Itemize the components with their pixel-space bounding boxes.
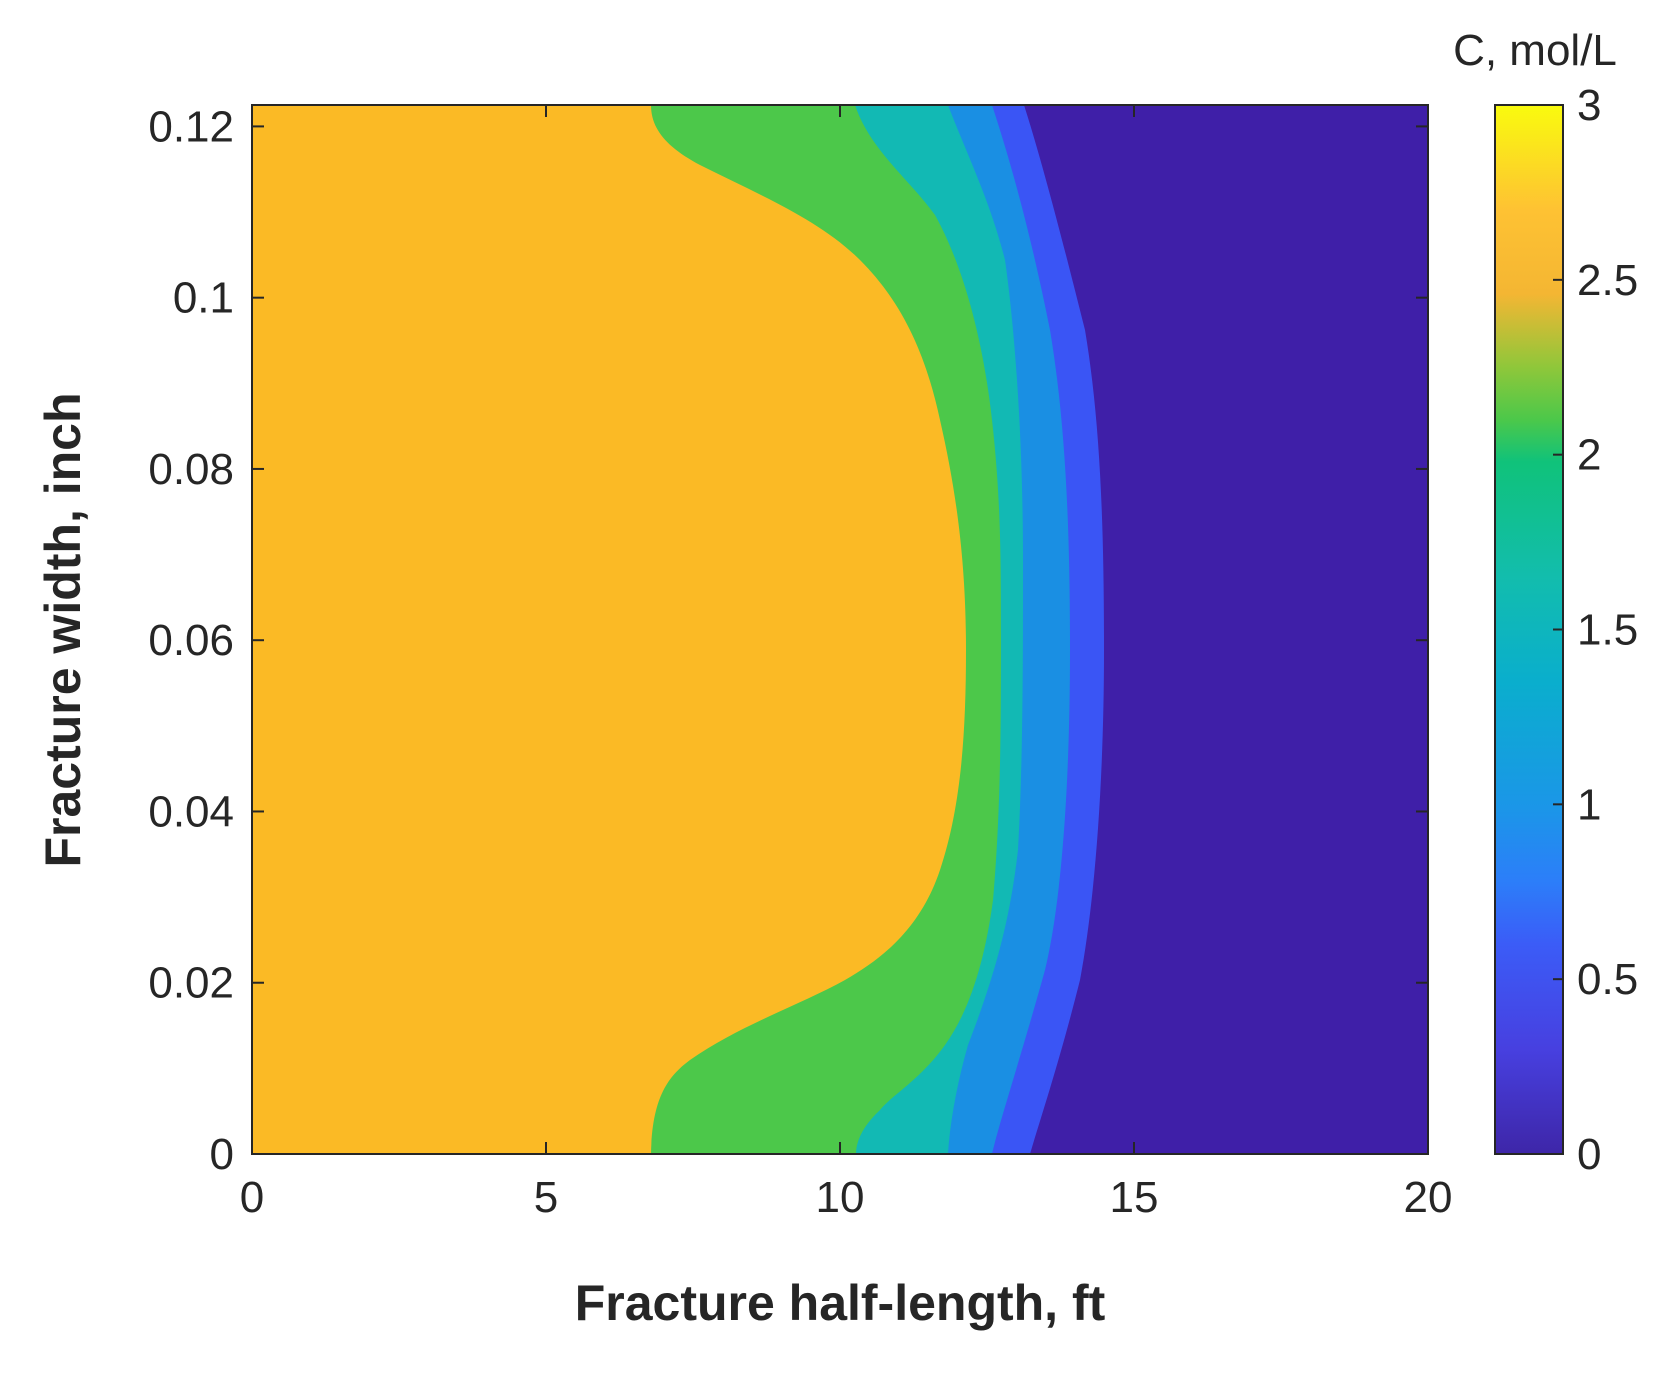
y-axis-title: Fracture width, inch [35,392,91,867]
colorbar-tick-label: 1.5 [1577,606,1638,655]
colorbar-tick-label: 1 [1577,780,1601,829]
colorbar-tick-label: 2.5 [1577,256,1638,305]
y-tick-label: 0.02 [148,959,234,1008]
colorbar-tick-label: 3 [1577,81,1601,130]
x-tick-label: 15 [1110,1173,1159,1222]
region-level-2-5 [252,105,966,1154]
x-axis-title: Fracture half-length, ft [575,1275,1106,1331]
x-tick-label: 10 [816,1173,865,1222]
x-tick-label: 5 [534,1173,558,1222]
y-tick-label: 0 [210,1130,234,1179]
x-tick-label: 0 [240,1173,264,1222]
x-axis: 0 5 10 15 20 [240,105,1453,1222]
colorbar-axis: 0 0.5 1 1.5 2 2.5 3 [1553,81,1638,1179]
y-axis: 0 0.02 0.04 0.06 0.08 0.1 0.12 [148,102,1428,1179]
colorbar-title: C, mol/L [1453,26,1617,75]
x-tick-label: 20 [1404,1173,1453,1222]
colorbar [1494,104,1564,1155]
colorbar-tick-label: 2 [1577,431,1601,480]
y-tick-label: 0.1 [173,274,234,323]
y-tick-label: 0.04 [148,787,234,836]
y-tick-label: 0.06 [148,616,234,665]
colorbar-tick-label: 0.5 [1577,955,1638,1004]
y-tick-label: 0.12 [148,102,234,151]
contour-regions [252,105,1428,1154]
y-tick-label: 0.08 [148,445,234,494]
colorbar-tick-label: 0 [1577,1130,1601,1179]
